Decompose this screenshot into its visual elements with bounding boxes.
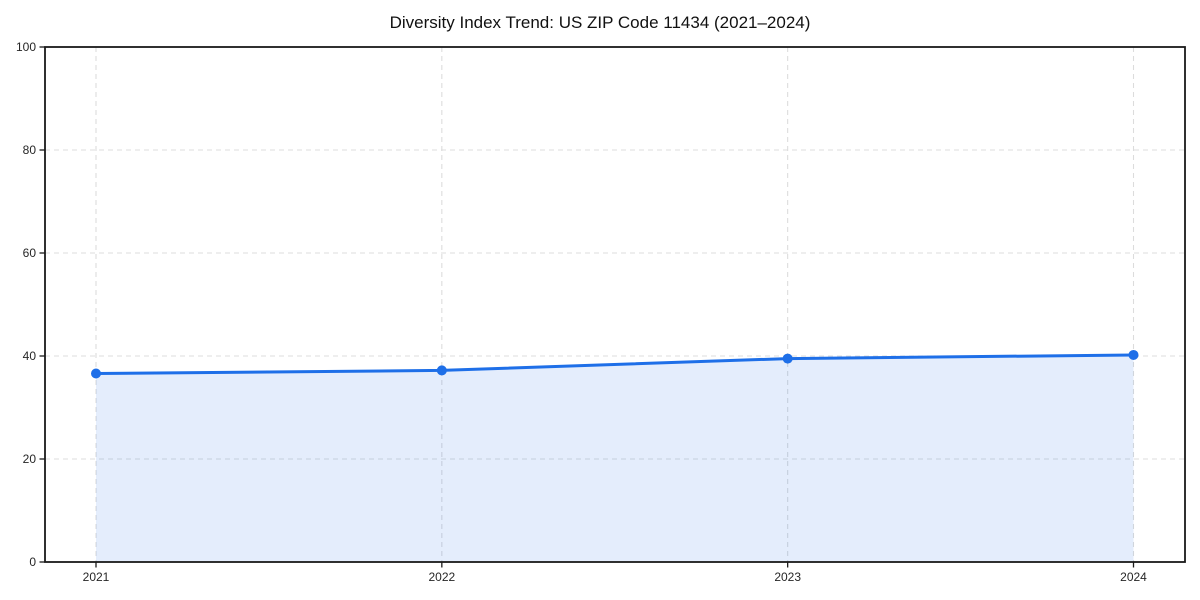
plot-border <box>44 46 1186 563</box>
data-point <box>91 368 101 379</box>
x-tick-label: 2021 <box>83 570 110 584</box>
y-tick-label: 40 <box>23 349 37 363</box>
data-point <box>436 365 447 376</box>
y-tick-label: 80 <box>23 143 37 157</box>
x-tick-label: 2024 <box>1120 570 1147 584</box>
y-tick-label: 0 <box>29 555 36 569</box>
chart-title: Diversity Index Trend: US ZIP Code 11434… <box>389 13 811 32</box>
y-tick-label: 100 <box>16 40 36 54</box>
trend-line <box>94 353 1135 376</box>
data-point <box>782 353 793 364</box>
x-tick-label: 2023 <box>774 570 801 584</box>
y-tick-label: 20 <box>23 452 37 466</box>
data-point <box>1128 349 1139 360</box>
x-tick-label: 2022 <box>428 570 455 584</box>
y-tick-label: 60 <box>23 246 37 260</box>
area-fill <box>96 354 1134 562</box>
